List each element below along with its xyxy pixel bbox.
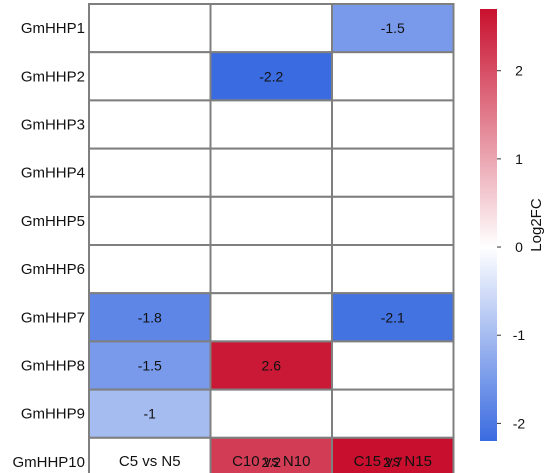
heatmap-cell-gmhhp1-c10-vs-n10 <box>209 3 333 54</box>
heatmap-cell-gmhhp8-c15-vs-n15 <box>331 340 455 391</box>
cell-value-label: -1 <box>144 406 157 422</box>
row-label-gmhhp3: GmHHP3 <box>21 117 85 134</box>
heatmap-cell-gmhhp1-c5-vs-n5 <box>88 3 212 54</box>
cell-value-label: 2.6 <box>262 358 282 374</box>
row-label-gmhhp6: GmHHP6 <box>21 261 85 278</box>
heatmap-cell-gmhhp8-c10-vs-n10 <box>209 340 333 391</box>
heatmap-cell-gmhhp10-c5-vs-n5 <box>88 436 212 473</box>
column-label-c10-vs-n10: C10 vs N10 <box>232 453 310 470</box>
colorbar: 2 1 0 -1 -2 Log2FC <box>480 9 545 441</box>
heatmap-cells: -1.5 -2.2 -1.8 -2.1 -1.5 2.6 -1 2.2 2.7 <box>88 3 455 473</box>
heatmap-cell-gmhhp6-c15-vs-n15 <box>331 244 455 295</box>
heatmap-cell-gmhhp3-c10-vs-n10 <box>209 99 333 150</box>
cell-value-label: -1.8 <box>138 309 162 325</box>
heatmap-cell-gmhhp3-c5-vs-n5 <box>88 99 212 150</box>
cell-value-label: 2.7 <box>383 454 403 470</box>
row-label-gmhhp1: GmHHP1 <box>21 20 85 37</box>
column-labels: C5 vs N5 C10 vs N10 C15 vs N15 <box>119 453 432 470</box>
row-label-gmhhp8: GmHHP8 <box>21 358 85 375</box>
row-label-gmhhp2: GmHHP2 <box>21 68 85 85</box>
colorbar-tick-label: 2 <box>515 63 523 79</box>
row-label-gmhhp4: GmHHP4 <box>21 165 85 182</box>
heatmap-cell-gmhhp9-c10-vs-n10 <box>209 388 333 439</box>
colorbar-tick-label: -2 <box>513 415 526 431</box>
heatmap-cell-gmhhp6-c5-vs-n5 <box>88 244 212 295</box>
cell-value-label: -2.2 <box>259 68 283 84</box>
row-label-gmhhp7: GmHHP7 <box>21 309 85 326</box>
heatmap-cell-gmhhp4-c10-vs-n10 <box>209 147 333 198</box>
cell-value-label: -1.5 <box>381 20 405 36</box>
heatmap-cell-gmhhp7-c15-vs-n15 <box>331 292 455 343</box>
heatmap-cell-gmhhp1-c15-vs-n15 <box>331 3 455 54</box>
heatmap-cell-gmhhp5-c5-vs-n5 <box>88 195 212 247</box>
row-label-gmhhp9: GmHHP9 <box>21 406 85 423</box>
heatmap-cell-gmhhp2-c5-vs-n5 <box>88 51 212 102</box>
colorbar-title: Log2FC <box>528 198 545 252</box>
cell-value-label: 2.2 <box>262 454 282 470</box>
row-label-gmhhp5: GmHHP5 <box>21 213 85 230</box>
colorbar-tick-label: -1 <box>513 327 526 343</box>
heatmap-cell-gmhhp9-c15-vs-n15 <box>331 388 455 439</box>
heatmap-cell-gmhhp2-c10-vs-n10 <box>209 51 333 102</box>
heatmap-cell-gmhhp5-c10-vs-n10 <box>209 195 333 247</box>
row-label-gmhhp10: GmHHP10 <box>12 454 85 471</box>
cell-value-label: -2.1 <box>381 309 405 325</box>
heatmap-cell-gmhhp3-c15-vs-n15 <box>331 99 455 150</box>
heatmap-cell-gmhhp4-c15-vs-n15 <box>331 147 455 198</box>
heatmap-cell-gmhhp2-c15-vs-n15 <box>331 51 455 102</box>
heatmap-cell-gmhhp10-c15-vs-n15 <box>331 436 455 473</box>
heatmap-cell-gmhhp7-c10-vs-n10 <box>209 292 333 343</box>
colorbar-tick-label: 1 <box>515 151 523 167</box>
heatmap-cell-gmhhp4-c5-vs-n5 <box>88 147 212 198</box>
column-label-c5-vs-n5: C5 vs N5 <box>119 453 181 470</box>
colorbar-gradient <box>480 9 497 441</box>
cell-value-label: -1.5 <box>138 358 162 374</box>
heatmap-cell-gmhhp6-c10-vs-n10 <box>209 244 333 295</box>
colorbar-tick-label: 0 <box>515 239 523 255</box>
heatmap-cell-gmhhp5-c15-vs-n15 <box>331 195 455 247</box>
column-label-c15-vs-n15: C15 vs N15 <box>354 453 432 470</box>
row-labels: GmHHP1 GmHHP2 GmHHP3 GmHHP4 GmHHP5 GmHHP6 GmHH… <box>12 20 85 471</box>
